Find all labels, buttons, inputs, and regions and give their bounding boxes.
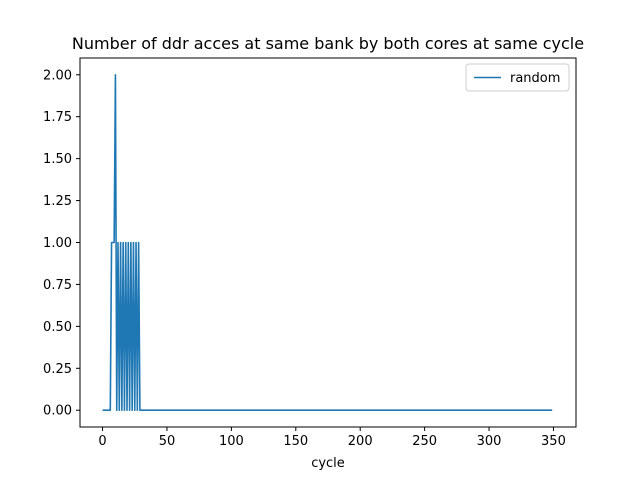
legend-label: random bbox=[510, 71, 560, 86]
x-tick-label: 300 bbox=[477, 434, 502, 449]
legend: random bbox=[465, 63, 570, 92]
x-tick-label: 100 bbox=[219, 434, 244, 449]
y-tick-label: 0.75 bbox=[43, 278, 72, 293]
y-tick-label: 0.25 bbox=[43, 362, 72, 377]
y-tick-label: 1.50 bbox=[43, 152, 72, 167]
y-tick-label: 0.50 bbox=[43, 320, 72, 335]
y-tick-label: 1.75 bbox=[43, 110, 72, 125]
x-tick-label: 50 bbox=[159, 434, 176, 449]
series-line-random bbox=[102, 73, 553, 412]
chart-title: Number of ddr acces at same bank by both… bbox=[72, 34, 584, 53]
y-tick-label: 1.25 bbox=[43, 194, 72, 209]
x-tick-label: 0 bbox=[98, 434, 106, 449]
y-tick-label: 2.00 bbox=[43, 68, 72, 83]
x-tick-label: 350 bbox=[541, 434, 566, 449]
x-tick-label: 150 bbox=[283, 434, 308, 449]
x-tick-label: 250 bbox=[412, 434, 437, 449]
legend-box bbox=[465, 63, 570, 92]
y-tick-label: 0.00 bbox=[43, 404, 72, 419]
x-axis-label: cycle bbox=[311, 456, 345, 471]
y-tick-label: 1.00 bbox=[43, 236, 72, 251]
x-tick-label: 200 bbox=[348, 434, 373, 449]
